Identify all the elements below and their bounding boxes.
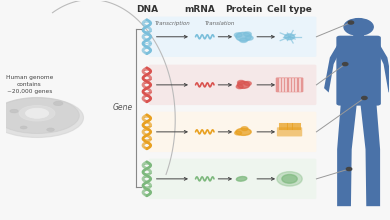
Circle shape bbox=[346, 167, 352, 171]
Ellipse shape bbox=[236, 177, 247, 181]
FancyBboxPatch shape bbox=[353, 31, 364, 40]
FancyBboxPatch shape bbox=[336, 36, 381, 106]
Circle shape bbox=[234, 33, 242, 37]
Polygon shape bbox=[360, 101, 380, 206]
Text: mRNA: mRNA bbox=[184, 5, 215, 14]
Circle shape bbox=[236, 85, 243, 89]
Text: Transcription: Transcription bbox=[155, 21, 191, 26]
Circle shape bbox=[285, 34, 294, 40]
Polygon shape bbox=[324, 40, 343, 93]
Text: Cell type: Cell type bbox=[267, 5, 312, 14]
Circle shape bbox=[236, 32, 251, 41]
FancyBboxPatch shape bbox=[276, 77, 303, 92]
FancyBboxPatch shape bbox=[277, 127, 302, 136]
Circle shape bbox=[344, 19, 373, 35]
Circle shape bbox=[238, 81, 245, 84]
Polygon shape bbox=[337, 101, 357, 206]
Text: Human genome
contains
~20,000 genes: Human genome contains ~20,000 genes bbox=[6, 75, 53, 93]
Circle shape bbox=[282, 174, 297, 183]
Circle shape bbox=[245, 81, 251, 85]
Circle shape bbox=[235, 131, 241, 135]
Circle shape bbox=[244, 32, 251, 36]
Text: Gene: Gene bbox=[113, 103, 133, 112]
FancyBboxPatch shape bbox=[149, 112, 316, 152]
FancyBboxPatch shape bbox=[149, 16, 316, 57]
Ellipse shape bbox=[0, 97, 79, 134]
Circle shape bbox=[245, 36, 253, 40]
Text: Translation: Translation bbox=[204, 21, 235, 26]
Ellipse shape bbox=[0, 98, 83, 138]
Ellipse shape bbox=[19, 105, 55, 121]
Text: Protein: Protein bbox=[225, 5, 262, 14]
Ellipse shape bbox=[25, 108, 49, 118]
Circle shape bbox=[348, 21, 354, 24]
Text: DNA: DNA bbox=[136, 5, 158, 14]
Circle shape bbox=[342, 62, 348, 66]
Ellipse shape bbox=[10, 109, 18, 113]
Ellipse shape bbox=[53, 101, 63, 106]
Circle shape bbox=[277, 172, 302, 186]
Circle shape bbox=[362, 96, 367, 99]
Ellipse shape bbox=[236, 128, 251, 135]
Ellipse shape bbox=[20, 126, 27, 129]
Circle shape bbox=[238, 81, 250, 88]
Circle shape bbox=[241, 127, 248, 131]
Circle shape bbox=[240, 38, 247, 42]
Ellipse shape bbox=[47, 128, 54, 131]
Polygon shape bbox=[374, 40, 390, 93]
FancyBboxPatch shape bbox=[149, 65, 316, 105]
FancyBboxPatch shape bbox=[149, 159, 316, 199]
